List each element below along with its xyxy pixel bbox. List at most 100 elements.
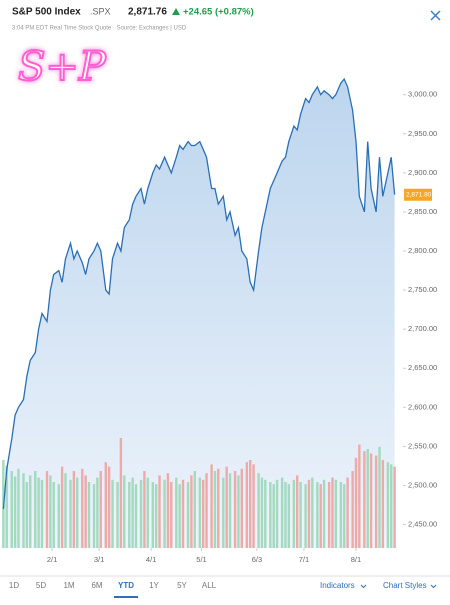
volume-bar [316,482,319,548]
volume-bar [5,465,8,548]
chevron [360,584,367,589]
volume-bar [269,482,272,548]
y-tick-label: 2,850.00 [408,207,437,216]
volume-bar [225,466,228,548]
volume-bar [134,484,138,548]
volume-bar [170,482,173,548]
up-arrow [172,8,180,15]
volume-bar [363,451,366,548]
y-tick-label: 3,000.00 [408,90,437,99]
y-tick-label: 2,700.00 [408,324,437,333]
annotation-text: S+P [18,44,107,90]
volume-bar [319,484,322,548]
y-tick-label: 2,950.00 [408,129,437,138]
volume-bar [381,460,385,548]
volume-bar [296,475,299,548]
volume-bar [327,482,331,548]
volume-bar [116,482,119,548]
title: S&P 500 Index [12,7,81,18]
volume-bar [331,477,334,548]
x-tick-label: 4/1 [146,555,156,564]
volume-bar [334,479,338,548]
volume-bar [343,484,346,548]
y-tick-label: 2,800.00 [408,246,437,255]
volume-bar [178,484,181,548]
volume-bar [339,482,343,548]
volume-bar [322,479,326,548]
volume-bar [245,462,249,548]
price-area [3,79,395,548]
volume-bar [111,479,114,548]
volume-bar [146,477,149,548]
x-tick-label: 5/1 [196,555,206,564]
volume-bar [358,444,361,548]
y-tick-label: 2,750.00 [408,285,437,294]
volume-bar [22,473,25,548]
volume-bar [84,475,87,548]
volume-bar [193,471,196,548]
volume-bar [29,475,32,548]
x-tick-label: 7/1 [299,555,309,564]
volume-bar [201,479,205,548]
volume-bar [143,471,146,548]
volume-bar [284,482,287,548]
y-tick-label: 2,450.00 [408,520,437,529]
volume-bar [49,475,52,548]
volume-bar [175,477,178,548]
volume-bar [181,479,185,548]
price: 2,871.76 [128,7,167,18]
y-tick-label: 2,550.00 [408,441,437,450]
x-tick-label: 3/1 [94,555,104,564]
indicators-button[interactable]: Indicators [320,581,355,590]
volume-bar [217,468,220,548]
chart-styles-button[interactable]: Chart Styles [383,581,427,590]
range-button[interactable]: 1M [63,581,74,590]
last-price-tag [404,188,432,201]
range-button[interactable]: 5Y [177,581,187,590]
volume-bar [233,471,237,548]
volume-bar [40,479,44,548]
range-button[interactable]: 5D [36,581,46,590]
volume-bar [96,477,99,548]
volume-bar [72,471,76,548]
volume-bar [228,473,232,548]
volume-bar [163,479,166,548]
volume-bar [166,473,170,548]
volume-bar [87,482,91,548]
volume-bar [107,466,111,548]
close-button[interactable] [430,10,441,21]
range-button[interactable]: 1D [9,581,19,590]
range-button[interactable]: 1Y [149,581,159,590]
volume-bar [351,471,354,548]
last-price-label: 2,871.80 [406,191,432,198]
volume-bar [190,475,193,548]
volume-bar [222,477,225,548]
volume-bar [186,482,190,548]
volume-bar [119,438,123,548]
volume-bar [13,476,17,548]
volume-bar [213,471,217,548]
subtitle: 3:04 PM EDT Real Time Stock Quote · Sour… [12,26,187,32]
y-tick-label: 2,650.00 [408,363,437,372]
volume-bar [240,468,243,548]
volume-bar [354,457,358,548]
y-tick-label: 2,600.00 [408,402,437,411]
range-button[interactable]: YTD [118,581,134,590]
volume-bar [272,484,275,548]
volume-bar [292,479,296,548]
volume-bar [252,464,255,548]
volume-bar [34,471,37,548]
volume-bar [237,475,240,548]
volume-bar [280,477,284,548]
volume-bar [248,460,252,548]
price-line [2,77,396,509]
range-button[interactable]: 6M [91,581,102,590]
volume-bar [210,464,213,548]
volume-bar [52,482,55,548]
volume-bar [69,479,72,548]
x-tick-label: 2/1 [47,555,57,564]
volume-bar [275,479,279,548]
range-button[interactable]: ALL [202,581,217,590]
volume-bar [257,473,260,548]
